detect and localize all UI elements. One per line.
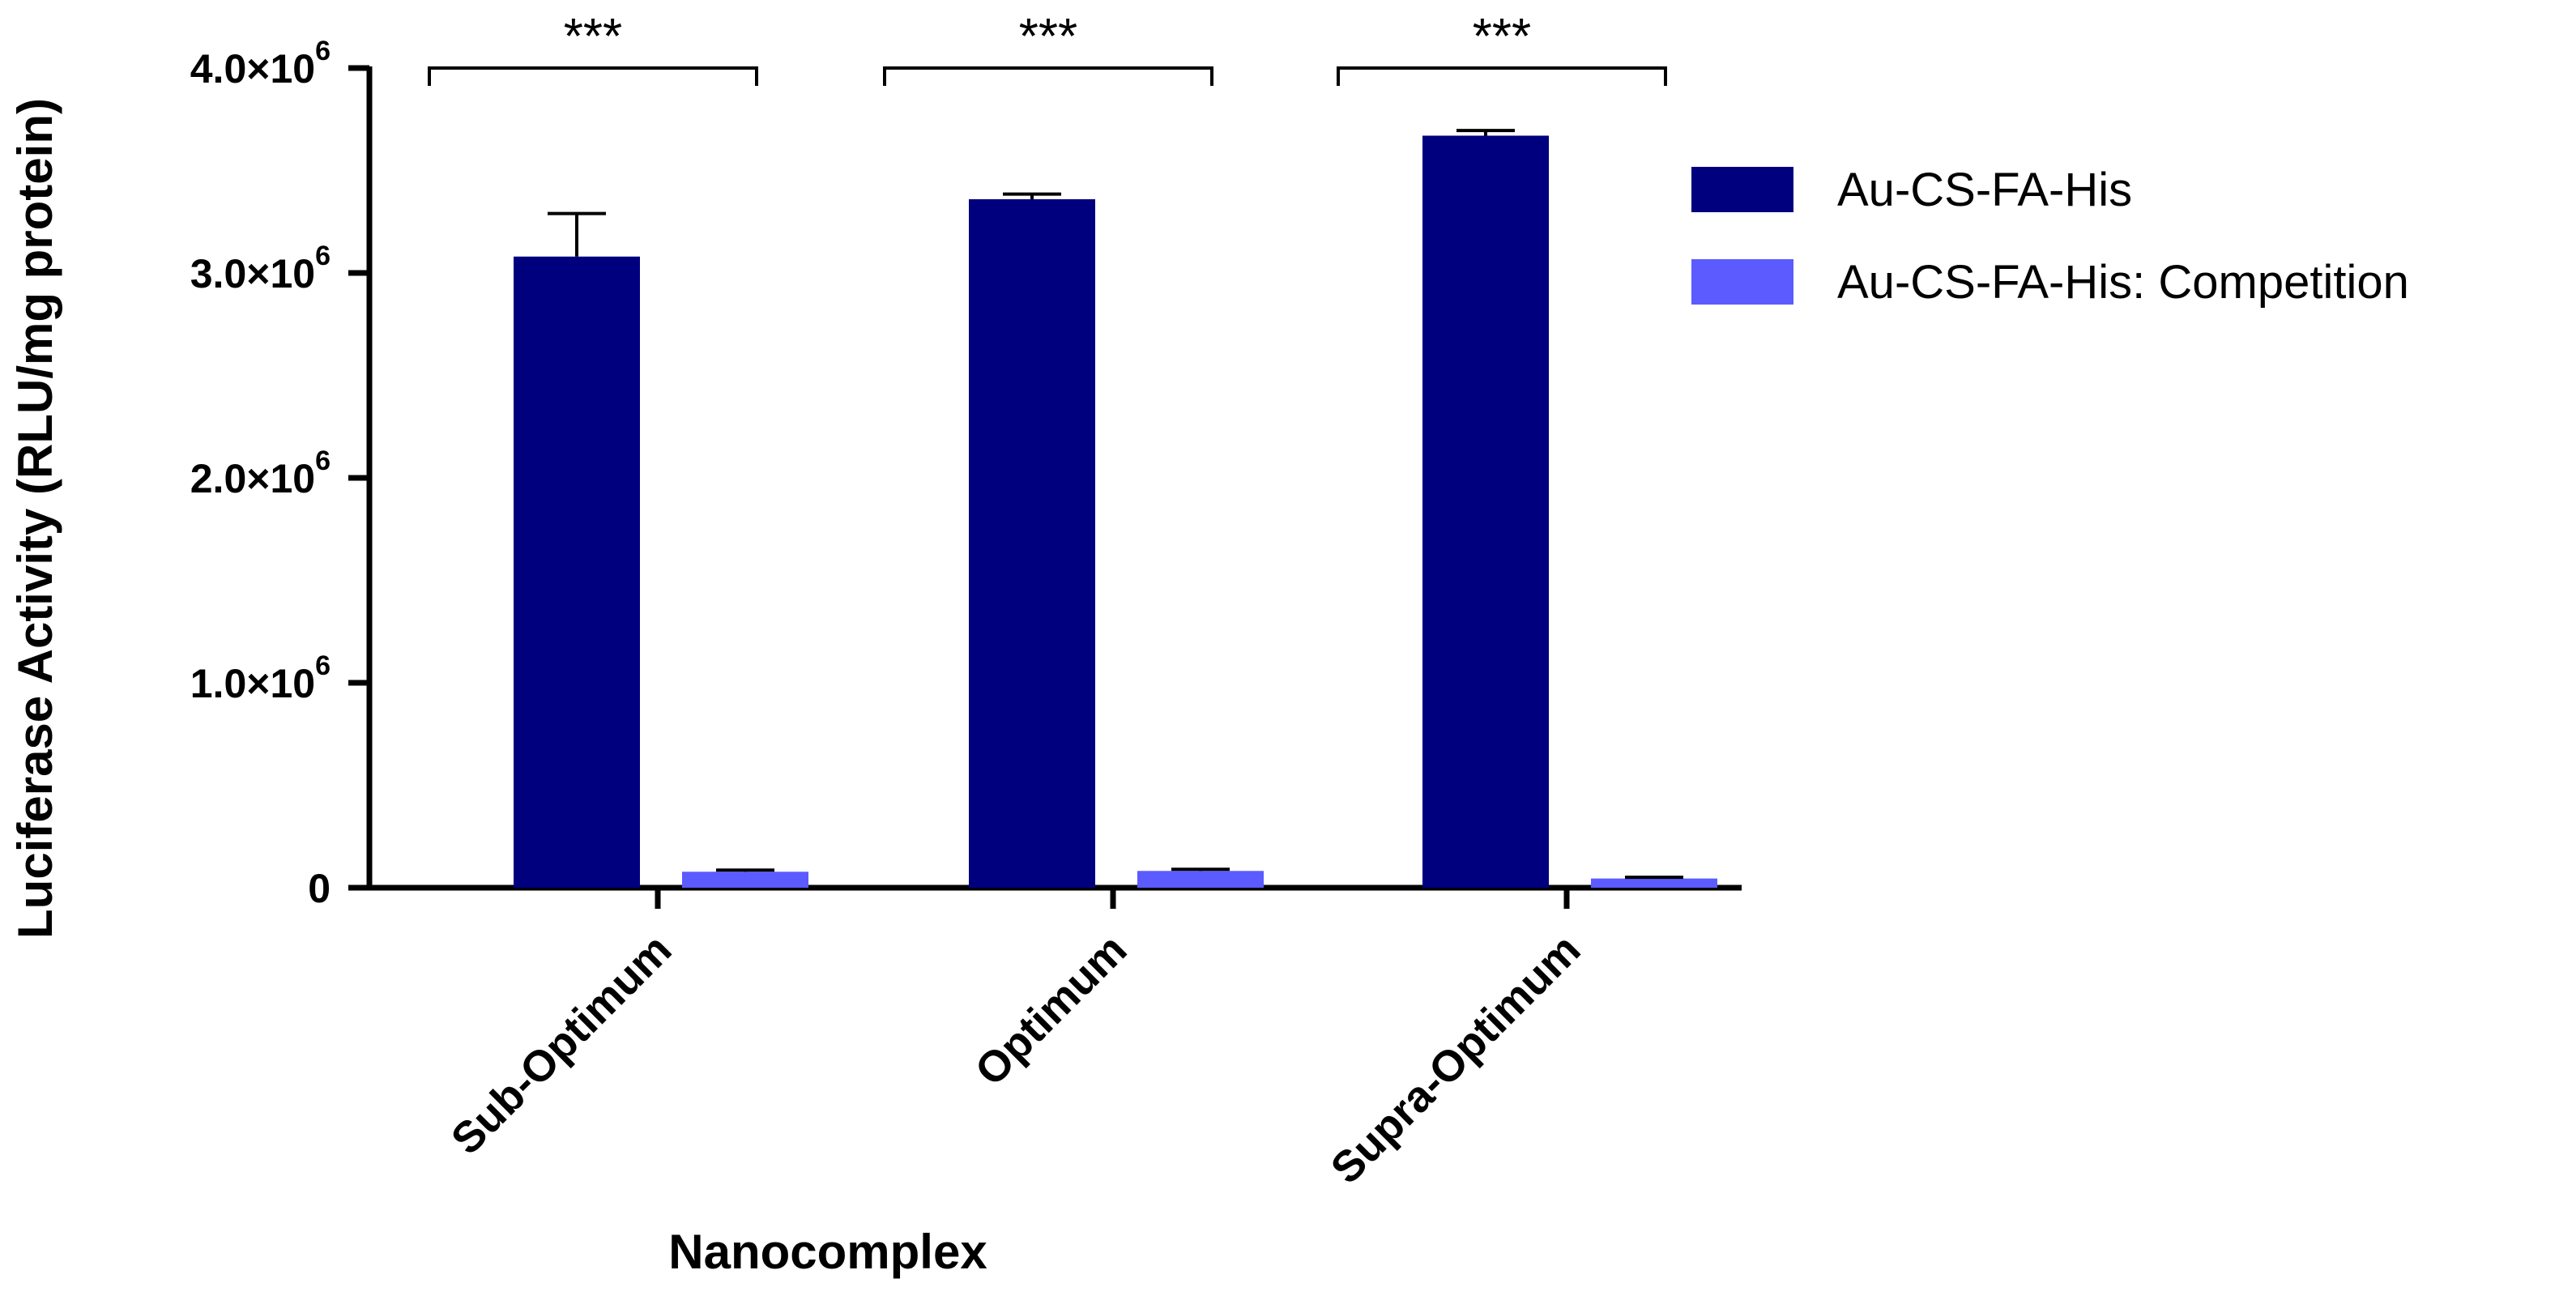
legend-swatch-competition — [1691, 259, 1793, 305]
y-tick-label-mantissa: 3.0×10 — [190, 251, 315, 296]
x-category-label: Sub-Optimum — [442, 925, 681, 1164]
y-tick-label-exponent: 6 — [315, 36, 331, 66]
significance-bracket — [428, 66, 758, 86]
bar-au-cs-fa-his — [969, 198, 1095, 889]
bar-au-cs-fa-his — [514, 256, 640, 888]
legend-swatch-au-cs-fa-his — [1691, 167, 1793, 212]
y-tick-label-exponent: 6 — [315, 445, 331, 476]
x-category-label: Optimum — [966, 925, 1136, 1095]
significance-label: *** — [564, 9, 622, 65]
bar-au-cs-fa-his-competition — [1137, 871, 1264, 888]
x-category-label: Supra-Optimum — [1322, 925, 1590, 1193]
y-tick-label-mantissa: 0 — [308, 866, 331, 911]
y-tick-label: 1.0×106 — [190, 650, 331, 706]
significance-label: *** — [1473, 9, 1531, 65]
significance-label: *** — [1019, 9, 1077, 65]
significance-bracket — [1337, 66, 1667, 86]
y-tick-label-mantissa: 2.0×10 — [190, 456, 315, 501]
x-axis-title: Nanocomplex — [668, 1225, 987, 1279]
y-tick-label-exponent: 6 — [315, 241, 331, 271]
significance-bracket — [883, 66, 1213, 86]
y-tick-label-mantissa: 1.0×10 — [190, 661, 315, 706]
y-tick-label: 2.0×106 — [190, 445, 331, 501]
y-tick-label-exponent: 6 — [315, 650, 331, 681]
legend-label-au-cs-fa-his: Au-CS-FA-His — [1837, 164, 2132, 216]
y-tick-label: 3.0×106 — [190, 241, 331, 296]
bar-au-cs-fa-his-competition — [682, 872, 808, 888]
y-tick-label: 0 — [308, 866, 331, 911]
legend-label-competition: Au-CS-FA-His: Competition — [1837, 256, 2409, 309]
bar-au-cs-fa-his-competition — [1591, 878, 1717, 888]
y-tick-label: 4.0×106 — [190, 36, 331, 92]
y-axis-title: Luciferase Activity (RLU/mg protein) — [8, 98, 62, 939]
y-tick-label-mantissa: 4.0×10 — [190, 46, 315, 92]
bar-au-cs-fa-his — [1422, 135, 1549, 889]
